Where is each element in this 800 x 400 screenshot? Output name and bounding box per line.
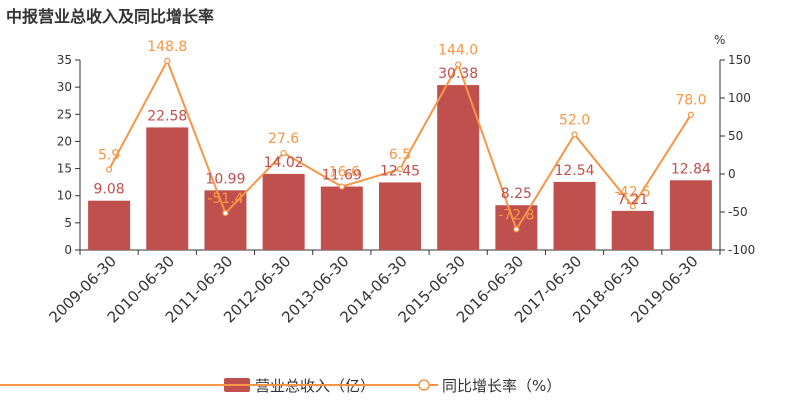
bar: [611, 210, 654, 250]
line-group: [105, 57, 695, 233]
bar: [437, 85, 480, 250]
line-value-label: 148.8: [147, 39, 187, 55]
line-point: [629, 203, 636, 210]
bar: [146, 127, 189, 250]
line-point: [222, 209, 229, 217]
bar: [553, 181, 596, 250]
line-value-label: 5.9: [98, 148, 120, 164]
y-left-tick-label: 35: [57, 53, 72, 67]
bar-value-label: 9.08: [94, 182, 125, 198]
y-left-tick-label: 0: [64, 243, 72, 257]
line-point: [513, 226, 520, 233]
line-value-label: 6.5: [389, 147, 411, 163]
legend-line-label[interactable]: 同比增长率（%）: [442, 377, 561, 395]
y-left-tick-label: 25: [57, 107, 72, 121]
data-labels-group: 9.08 22.58 10.99 14.02 11.69 12.45 30.38 8.25 12…: [94, 39, 712, 223]
bar: [320, 186, 363, 250]
bar: [88, 200, 131, 250]
legend: 营业总收入（亿） 同比增长率（%）: [0, 377, 561, 395]
bar-value-label: 14.02: [264, 155, 304, 171]
line-value-label: -42.5: [615, 184, 651, 200]
bar-value-label: 12.45: [380, 163, 420, 179]
y-right-tick-label: 0: [728, 167, 736, 181]
y-right-tick-label: 100: [728, 91, 751, 105]
bar-value-label: 12.54: [554, 163, 594, 179]
line-value-label: 27.6: [268, 131, 299, 147]
line-point: [571, 131, 578, 138]
legend-line-marker: [418, 379, 430, 391]
y-left-tick-label: 10: [57, 189, 72, 203]
y-right-tick-label: -100: [728, 243, 755, 257]
bar-value-label: 22.58: [147, 108, 187, 124]
y-left-tick-label: 30: [57, 80, 72, 94]
bar-value-label: 11.69: [322, 168, 362, 184]
line-value-label: -51.4: [207, 191, 243, 207]
bar: [669, 180, 712, 250]
line-value-label: -72.8: [498, 207, 534, 223]
line-point: [396, 165, 404, 173]
line-value-label: 52.0: [559, 112, 590, 128]
bar-value-label: 12.84: [671, 161, 711, 177]
line-point: [164, 57, 171, 65]
chart-title: 中报营业总收入及同比增长率: [6, 7, 215, 26]
bar-value-label: 30.38: [438, 66, 478, 82]
line-point: [280, 149, 287, 157]
y-left-tick-label: 20: [57, 134, 72, 148]
line-point: [455, 61, 462, 68]
y-left-tick-label: 15: [57, 162, 72, 176]
line-value-label: 78.0: [675, 93, 706, 109]
bar: [262, 173, 305, 250]
line-value-label: 144.0: [438, 43, 478, 59]
y-right-tick-label: 50: [728, 129, 743, 143]
y-right-tick-label: -50: [728, 205, 748, 219]
line-value-label: -16.6: [324, 165, 360, 181]
bar-value-label: 10.99: [205, 171, 245, 187]
bar: [379, 182, 421, 250]
line-point: [338, 183, 345, 190]
bar: [204, 190, 247, 250]
bars-group: [88, 85, 712, 250]
bar-value-label: 7.21: [617, 192, 648, 208]
line-point: [687, 111, 695, 118]
line-point: [105, 166, 113, 173]
y-right-tick-label: 150: [728, 53, 751, 67]
y-left-tick-label: 5: [64, 216, 72, 230]
bar-value-label: 8.25: [501, 186, 532, 202]
y-right-unit-label: %: [714, 33, 725, 47]
